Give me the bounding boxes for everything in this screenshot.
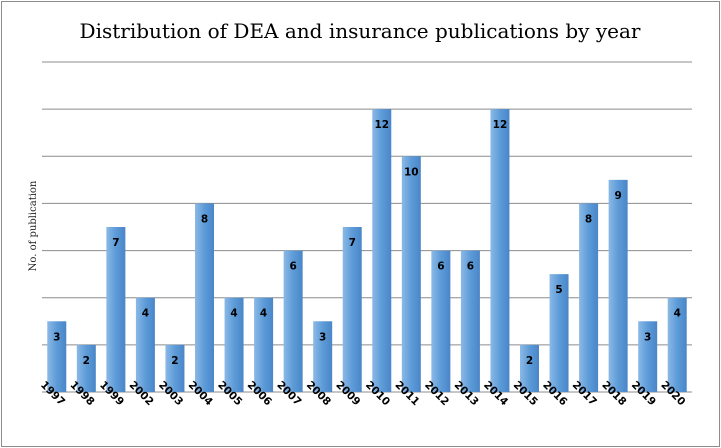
data-label-2018: 9 bbox=[614, 190, 621, 202]
data-label-2009: 7 bbox=[349, 237, 356, 249]
data-label-2002: 4 bbox=[142, 308, 149, 320]
data-label-2017: 8 bbox=[585, 213, 592, 225]
data-label-1997: 3 bbox=[53, 331, 60, 343]
data-labels: 3 2 7 4 2 8 4 4 6 3 7 12 10 6 6 12 2 5 8 9 3 4 bbox=[53, 119, 681, 367]
data-label-2014: 12 bbox=[493, 119, 508, 131]
bar-2007 bbox=[283, 250, 303, 392]
bar-1997 bbox=[47, 321, 67, 392]
bar-2003 bbox=[165, 344, 185, 392]
data-label-1999: 7 bbox=[112, 237, 119, 249]
data-label-2010: 12 bbox=[374, 119, 389, 131]
bar-2018 bbox=[608, 179, 628, 392]
bar-2004 bbox=[195, 203, 214, 392]
bar-2006 bbox=[254, 297, 274, 392]
bar-2013 bbox=[460, 250, 480, 392]
data-label-2020: 4 bbox=[674, 308, 681, 320]
bar-2009 bbox=[342, 227, 362, 392]
bar-2020 bbox=[667, 297, 687, 392]
data-label-2013: 6 bbox=[467, 261, 474, 273]
bar-1998 bbox=[76, 344, 96, 392]
bar-2002 bbox=[135, 297, 155, 392]
bar-1999 bbox=[106, 227, 126, 392]
bar-2010 bbox=[372, 109, 392, 393]
bars bbox=[47, 109, 687, 393]
data-label-2019: 3 bbox=[644, 331, 651, 343]
bar-2016 bbox=[549, 274, 569, 392]
data-label-2008: 3 bbox=[319, 331, 326, 343]
data-label-2007: 6 bbox=[289, 261, 296, 273]
data-label-2006: 4 bbox=[260, 308, 267, 320]
bar-2012 bbox=[431, 250, 451, 392]
bar-2014 bbox=[490, 109, 510, 393]
bar-2008 bbox=[313, 321, 333, 392]
data-label-2004: 8 bbox=[201, 213, 208, 225]
data-label-2015: 2 bbox=[526, 355, 533, 367]
data-label-2016: 5 bbox=[555, 284, 562, 296]
bar-2011 bbox=[401, 156, 421, 392]
data-label-2012: 6 bbox=[437, 261, 444, 273]
data-label-1998: 2 bbox=[83, 355, 90, 367]
data-label-2003: 2 bbox=[171, 355, 178, 367]
data-label-2005: 4 bbox=[230, 308, 237, 320]
chart-title: Distribution of DEA and insurance public… bbox=[80, 19, 641, 43]
y-axis-label: No. of publication bbox=[28, 180, 39, 271]
bar-2005 bbox=[224, 297, 244, 392]
bar-2017 bbox=[579, 203, 599, 392]
bar-2019 bbox=[638, 321, 658, 392]
bar-2015 bbox=[520, 344, 539, 392]
data-label-2011: 10 bbox=[404, 166, 419, 178]
